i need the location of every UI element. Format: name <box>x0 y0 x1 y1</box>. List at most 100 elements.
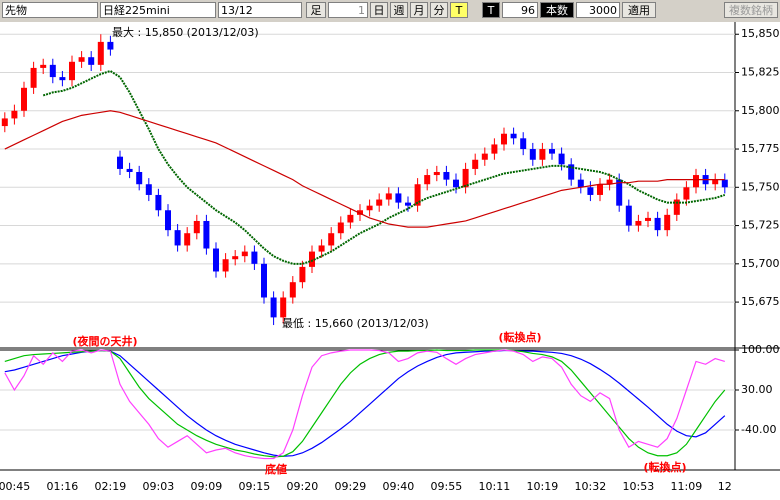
candle-body <box>241 251 248 257</box>
series-line <box>4 349 726 457</box>
annotation: (転換点) <box>643 460 686 474</box>
minute-button[interactable]: 分 <box>430 2 448 18</box>
market-select[interactable]: 先物 <box>2 2 98 18</box>
bar-size[interactable]: 1 <box>328 2 368 18</box>
candle-body <box>558 153 565 165</box>
toolbar: 先物 日経225mini 13/12 足 1 日 週 月 分 T T 96 本数… <box>0 0 780 22</box>
apply-button[interactable]: 適用 <box>622 2 656 18</box>
candle-body <box>78 57 85 62</box>
total-input[interactable]: 3000 <box>576 2 620 18</box>
bar-label[interactable]: 足 <box>306 2 326 18</box>
candle-body <box>376 199 383 206</box>
y-tick-label: 15,850 <box>741 27 780 40</box>
candle-body <box>193 220 200 234</box>
t-button[interactable]: T <box>482 2 500 18</box>
x-tick-label: 12 <box>718 480 732 493</box>
candle-body <box>501 133 507 145</box>
candle-body <box>117 156 123 169</box>
candle-body <box>673 199 680 215</box>
candle-body <box>88 57 95 65</box>
y-tick-label: 15,800 <box>741 104 780 117</box>
x-tick-label: 02:19 <box>95 480 127 493</box>
candle-body <box>165 210 171 231</box>
candle-body <box>97 41 104 65</box>
y-tick-label: 100.00 <box>741 343 780 356</box>
annotation: 最低 : 15,660 (2013/12/03) <box>282 317 429 330</box>
x-tick-label: 10:11 <box>479 480 511 493</box>
contract-select[interactable]: 13/12 <box>218 2 302 18</box>
count-input[interactable]: 96 <box>502 2 538 18</box>
x-tick-label: 09:55 <box>431 480 463 493</box>
candle-body <box>213 248 219 272</box>
count-label[interactable]: 本数 <box>540 2 574 18</box>
candle-body <box>645 217 651 221</box>
candle-body <box>472 159 479 169</box>
candle-body <box>261 263 267 298</box>
week-button[interactable]: 週 <box>390 2 408 18</box>
annotation: 底値 <box>265 462 287 476</box>
candle-body <box>280 297 287 318</box>
candle-body <box>107 41 114 50</box>
candle-body <box>539 149 546 160</box>
y-tick-label: 15,825 <box>741 66 780 79</box>
candle-body <box>318 245 325 252</box>
candle-body <box>222 259 229 272</box>
candle-body <box>11 110 18 119</box>
symbol-select[interactable]: 日経225mini <box>100 2 216 18</box>
candle-body <box>635 220 642 226</box>
day-button[interactable]: 日 <box>370 2 388 18</box>
y-tick-label: 15,675 <box>741 295 780 308</box>
x-tick-label: 00:45 <box>0 480 30 493</box>
candle-body <box>424 175 431 185</box>
candle-body <box>529 149 536 160</box>
x-tick-label: 10:32 <box>575 480 607 493</box>
candle-body <box>174 230 181 246</box>
candle-body <box>59 77 66 81</box>
background <box>0 22 780 500</box>
month-button[interactable]: 月 <box>410 2 428 18</box>
candle-body <box>184 233 191 246</box>
candle-body <box>289 282 296 298</box>
candle-body <box>549 149 555 154</box>
x-tick-label: 10:19 <box>527 480 559 493</box>
y-tick-label: -40.00 <box>741 423 776 436</box>
candle-body <box>299 266 306 283</box>
candle-body <box>40 64 47 68</box>
candle-body <box>625 205 632 226</box>
series-line <box>4 349 726 458</box>
series-line <box>42 69 726 265</box>
multi-button[interactable]: 複数銘柄 <box>724 2 778 18</box>
candle-body <box>453 179 459 188</box>
candle-body <box>366 205 373 211</box>
candle-body <box>145 184 152 195</box>
candle-body <box>683 187 690 200</box>
candle-body <box>693 175 699 188</box>
annotation: (転換点) <box>498 330 541 344</box>
candle-body <box>664 214 671 231</box>
y-tick-label: 15,725 <box>741 219 780 232</box>
candle-body <box>443 171 450 180</box>
candle-body <box>597 184 603 195</box>
candle-body <box>510 133 517 139</box>
x-tick-label: 01:16 <box>47 480 79 493</box>
series-line <box>4 349 725 460</box>
y-tick-label: 15,750 <box>741 180 780 193</box>
series-line <box>4 110 725 228</box>
candle-body <box>357 210 363 215</box>
candle-body <box>414 184 421 206</box>
candle-body <box>337 222 344 234</box>
candle-body <box>616 179 623 206</box>
candle-body <box>385 193 392 200</box>
x-tick-label: 10:53 <box>623 480 655 493</box>
candle-body <box>126 168 133 172</box>
x-tick-label: 09:29 <box>335 480 367 493</box>
candle-body <box>491 144 498 154</box>
candle-body <box>251 251 258 264</box>
x-tick-label: 09:09 <box>191 480 223 493</box>
x-tick-label: 09:03 <box>143 480 175 493</box>
chart: 15,675 15,700 15,725 15,750 15,775 15,800 15,8… <box>0 22 780 500</box>
candle-body <box>347 214 354 223</box>
tick-button[interactable]: T <box>450 2 468 18</box>
annotation: (夜間の天井) <box>72 334 137 348</box>
